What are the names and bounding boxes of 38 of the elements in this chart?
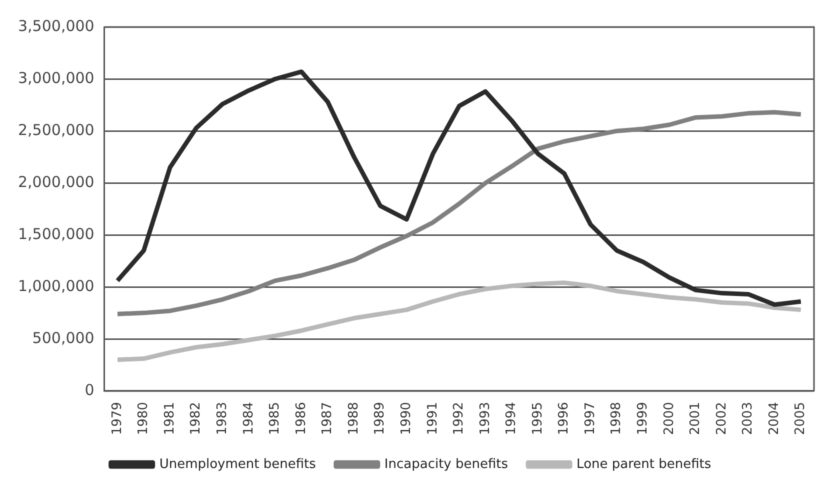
- x-tick-label: 1993: [478, 402, 493, 436]
- x-tick-label: 1979: [110, 402, 125, 436]
- y-tick-label: 2,000,000: [18, 172, 94, 191]
- x-tick-label: 2001: [688, 402, 704, 436]
- x-tick-label: 1987: [320, 402, 336, 436]
- x-tick-label: 2003: [740, 402, 756, 436]
- x-tick-label: 1980: [136, 402, 152, 436]
- legend-label: Incapacity benefits: [384, 456, 508, 472]
- x-tick-label: 2000: [662, 402, 677, 436]
- legend-label: Lone parent benefits: [576, 456, 712, 472]
- x-tick-label: 1989: [372, 402, 388, 436]
- y-tick-label: 0: [84, 380, 94, 399]
- y-tick-label: 1,000,000: [18, 276, 94, 295]
- y-tick-label: 3,000,000: [18, 68, 94, 87]
- y-tick-label: 3,500,000: [18, 16, 94, 35]
- x-tick-label: 1992: [452, 402, 467, 436]
- x-tick-label: 1984: [241, 402, 256, 436]
- x-tick-label: 1998: [609, 402, 624, 436]
- x-tick-label: 1982: [188, 402, 204, 436]
- x-tick-label: 1983: [214, 402, 230, 436]
- x-tick-label: 1996: [556, 402, 572, 436]
- y-tick-label: 500,000: [32, 328, 94, 347]
- x-tick-label: 1997: [582, 402, 598, 436]
- x-tick-label: 2005: [793, 402, 808, 436]
- y-tick-label: 1,500,000: [18, 224, 94, 243]
- x-tick-label: 1986: [294, 402, 309, 436]
- x-tick-label: 1981: [162, 402, 178, 436]
- x-tick-label: 1991: [425, 402, 440, 436]
- y-tick-label: 2,500,000: [18, 120, 94, 139]
- x-tick-label: 2004: [766, 402, 782, 436]
- x-tick-label: 1985: [268, 402, 283, 436]
- x-tick-label: 1990: [398, 402, 414, 436]
- x-tick-label: 1995: [530, 402, 546, 436]
- x-tick-label: 1988: [346, 402, 362, 436]
- legend-label: Unemployment benefits: [159, 456, 316, 472]
- x-tick-label: 2002: [714, 402, 730, 436]
- x-tick-label: 1994: [504, 402, 520, 436]
- x-tick-label: 1999: [636, 402, 651, 436]
